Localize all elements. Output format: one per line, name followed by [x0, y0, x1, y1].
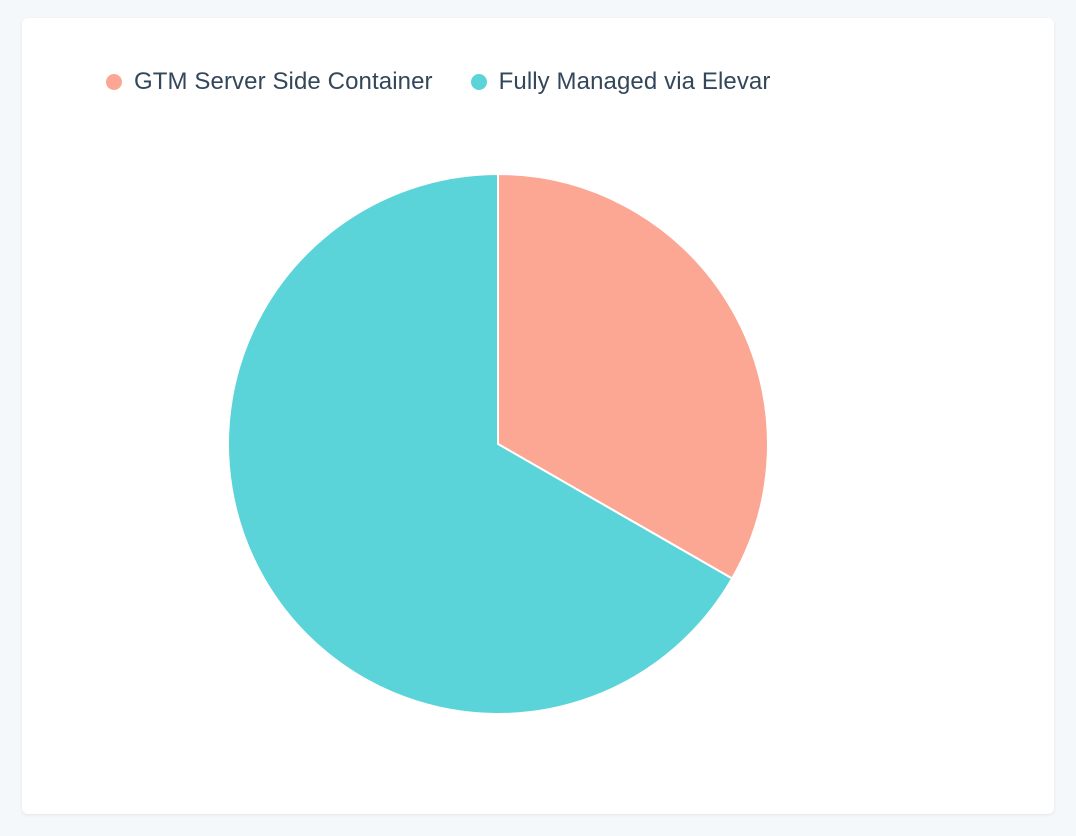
pie-slice-gtm-server-side-container[interactable] [497, 173, 769, 580]
pie-slice-fully-managed-via-elevar[interactable] [227, 173, 734, 715]
pie-chart [227, 173, 769, 715]
chart-card: GTM Server Side Container Fully Managed … [22, 18, 1054, 814]
legend-dot-icon [106, 74, 122, 90]
legend-label: Fully Managed via Elevar [498, 68, 771, 95]
legend-item-gtm-server-side-container[interactable]: GTM Server Side Container [106, 68, 433, 96]
legend-label: GTM Server Side Container [134, 68, 433, 95]
legend-dot-icon [470, 74, 487, 90]
legend-item-fully-managed-via-elevar[interactable]: Fully Managed via Elevar [470, 68, 771, 96]
chart-legend: GTM Server Side Container Fully Managed … [106, 68, 770, 96]
